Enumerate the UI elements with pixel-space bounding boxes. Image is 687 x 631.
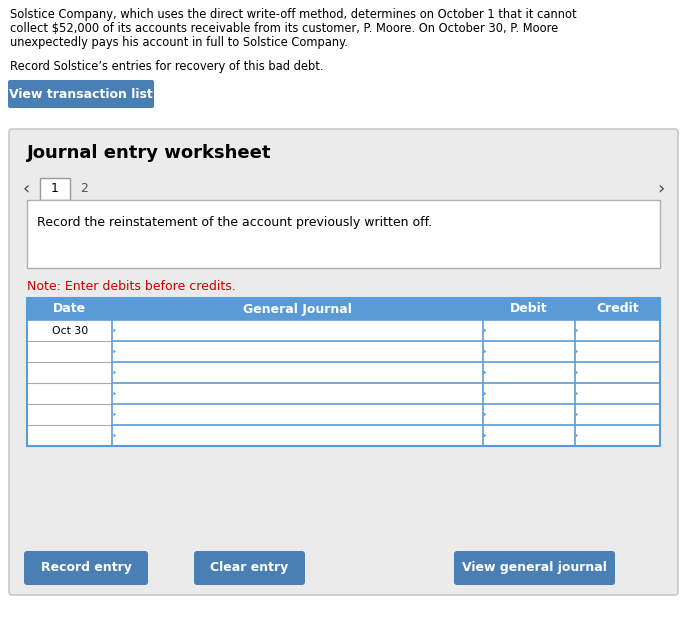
Bar [27, 320, 660, 446]
Text: unexpectedly pays his account in full to Solstice Company.: unexpectedly pays his account in full to… [10, 36, 348, 49]
Polygon shape [484, 433, 486, 437]
Text: Solstice Company, which uses the direct write-off method, determines on October : Solstice Company, which uses the direct … [10, 8, 576, 21]
Text: Clear entry: Clear entry [210, 562, 289, 574]
Polygon shape [576, 433, 578, 437]
Text: ‹: ‹ [23, 180, 30, 198]
Polygon shape [113, 371, 116, 374]
Bar [27, 298, 660, 320]
Text: 1: 1 [51, 182, 59, 196]
Text: Date: Date [53, 302, 87, 316]
Text: View general journal: View general journal [462, 562, 607, 574]
Text: Debit: Debit [510, 302, 548, 316]
Text: Record entry: Record entry [41, 562, 131, 574]
Polygon shape [484, 350, 486, 353]
FancyBboxPatch shape [24, 551, 148, 585]
FancyBboxPatch shape [9, 129, 678, 595]
Text: Oct 30: Oct 30 [52, 326, 88, 336]
Polygon shape [113, 413, 116, 416]
Polygon shape [576, 350, 578, 353]
Text: Credit: Credit [596, 302, 639, 316]
Polygon shape [113, 350, 116, 353]
Polygon shape [113, 329, 116, 333]
Polygon shape [576, 371, 578, 374]
Polygon shape [113, 392, 116, 395]
Bar [40, 178, 70, 200]
Text: Note: Enter debits before credits.: Note: Enter debits before credits. [27, 280, 236, 293]
Text: General Journal: General Journal [243, 302, 352, 316]
Polygon shape [484, 329, 486, 333]
Polygon shape [576, 413, 578, 416]
Text: Journal entry worksheet: Journal entry worksheet [27, 144, 271, 162]
Text: ›: › [657, 180, 664, 198]
Text: collect $52,000 of its accounts receivable from its customer, P. Moore. On Octob: collect $52,000 of its accounts receivab… [10, 22, 559, 35]
FancyBboxPatch shape [8, 80, 154, 108]
Text: View transaction list: View transaction list [9, 88, 153, 100]
Polygon shape [484, 392, 486, 395]
Polygon shape [484, 371, 486, 374]
FancyBboxPatch shape [454, 551, 615, 585]
FancyBboxPatch shape [194, 551, 305, 585]
Text: Record Solstice’s entries for recovery of this bad debt.: Record Solstice’s entries for recovery o… [10, 60, 324, 73]
Bar [27, 298, 660, 446]
Bar [27, 200, 660, 268]
Polygon shape [113, 433, 116, 437]
Polygon shape [576, 392, 578, 395]
Polygon shape [576, 329, 578, 333]
Polygon shape [484, 413, 486, 416]
Text: 2: 2 [80, 182, 88, 196]
Text: Record the reinstatement of the account previously written off.: Record the reinstatement of the account … [37, 216, 432, 229]
